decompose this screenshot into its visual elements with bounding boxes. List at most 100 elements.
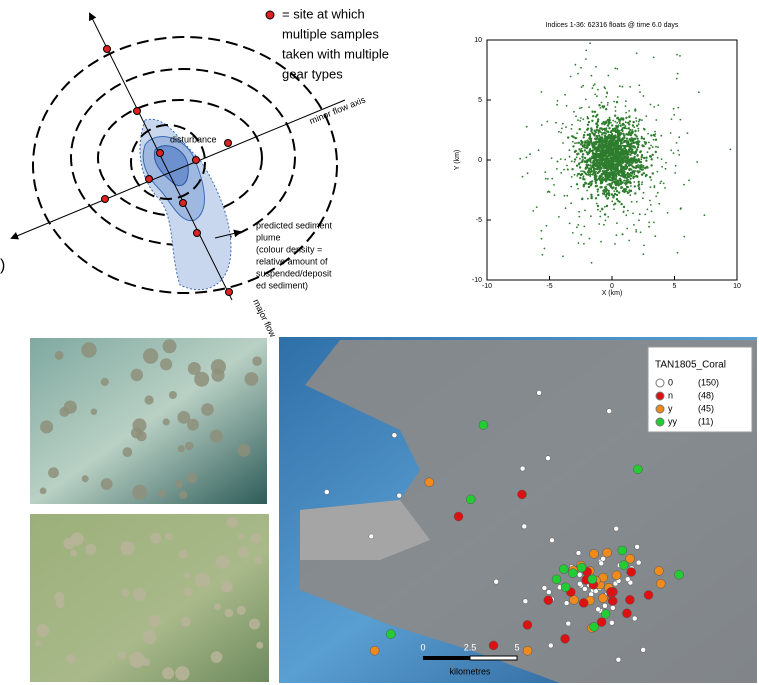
float	[572, 141, 574, 143]
float	[588, 137, 590, 139]
coral-site	[622, 609, 631, 618]
float	[614, 68, 616, 70]
float	[620, 145, 622, 147]
float	[613, 167, 615, 169]
float	[604, 149, 606, 151]
float	[598, 146, 600, 148]
float	[608, 154, 610, 156]
float	[592, 170, 594, 172]
float	[642, 197, 644, 199]
float	[633, 159, 635, 161]
float	[610, 161, 612, 163]
float	[610, 169, 612, 171]
float-scatter: Indices 1-36: 62316 floats @ time 6.0 da…	[454, 22, 741, 297]
coral	[252, 356, 262, 366]
float	[613, 174, 615, 176]
float	[596, 95, 598, 97]
float	[637, 146, 639, 148]
coral	[185, 442, 194, 451]
float	[579, 177, 581, 179]
float	[673, 152, 675, 154]
float	[583, 184, 585, 186]
float	[639, 151, 641, 153]
float	[608, 127, 610, 129]
float	[599, 168, 601, 170]
float	[586, 151, 588, 153]
float	[606, 140, 608, 142]
float	[625, 105, 627, 107]
float	[664, 187, 666, 189]
major-axis	[90, 14, 232, 300]
survey-map: TAN1805_Coral 0(150)n(48)y(45)yy(11) 0 2…	[279, 337, 757, 683]
float	[588, 186, 590, 188]
float	[639, 213, 641, 215]
float	[637, 170, 639, 172]
coral-site	[520, 466, 525, 471]
float	[587, 198, 589, 200]
float	[532, 210, 534, 212]
float	[597, 124, 599, 126]
float	[633, 156, 635, 158]
float	[609, 147, 611, 149]
float	[698, 91, 700, 93]
legend-line: multiple samples	[282, 26, 379, 41]
float	[648, 147, 650, 149]
float	[570, 202, 572, 204]
float	[600, 182, 602, 184]
float	[618, 136, 620, 138]
y-tick-label: 5	[478, 97, 482, 104]
float	[603, 224, 605, 226]
float	[665, 162, 667, 164]
float	[581, 107, 583, 109]
plot-title: Indices 1-36: 62316 floats @ time 6.0 da…	[546, 22, 679, 29]
float	[589, 149, 591, 151]
float	[621, 186, 623, 188]
float	[603, 145, 605, 147]
coral	[48, 467, 59, 478]
float	[576, 142, 578, 144]
float	[638, 183, 640, 185]
float	[611, 124, 613, 126]
float	[575, 150, 577, 152]
float	[633, 181, 635, 183]
float	[610, 134, 612, 136]
float	[569, 156, 571, 158]
float	[674, 172, 676, 174]
float	[578, 211, 580, 213]
float	[604, 206, 606, 208]
float	[635, 117, 637, 119]
coral-site	[559, 565, 568, 574]
coral-site	[616, 657, 621, 662]
float	[595, 158, 597, 160]
float	[546, 121, 548, 123]
float	[608, 163, 610, 165]
float	[675, 165, 677, 167]
float	[571, 124, 573, 126]
coral-site	[577, 581, 582, 586]
y-tick-label: 10	[474, 37, 482, 44]
float	[609, 157, 611, 159]
float	[638, 130, 640, 132]
legend-count: (45)	[698, 403, 714, 413]
float	[591, 143, 593, 145]
float	[593, 134, 595, 136]
float	[635, 229, 637, 231]
float	[683, 184, 685, 186]
float	[642, 145, 644, 147]
float	[613, 190, 615, 192]
float	[587, 128, 589, 130]
float	[632, 131, 634, 133]
float	[577, 73, 579, 75]
float	[642, 168, 644, 170]
float	[638, 140, 640, 142]
float	[586, 147, 588, 149]
coral-site	[370, 646, 379, 655]
float	[596, 203, 598, 205]
sampling-diagram: = site at which multiple samples taken w…	[0, 6, 389, 339]
legend-swatch	[656, 392, 664, 400]
float	[647, 209, 649, 211]
coral	[56, 599, 65, 608]
float	[657, 157, 659, 159]
float	[610, 137, 612, 139]
float	[614, 203, 616, 205]
